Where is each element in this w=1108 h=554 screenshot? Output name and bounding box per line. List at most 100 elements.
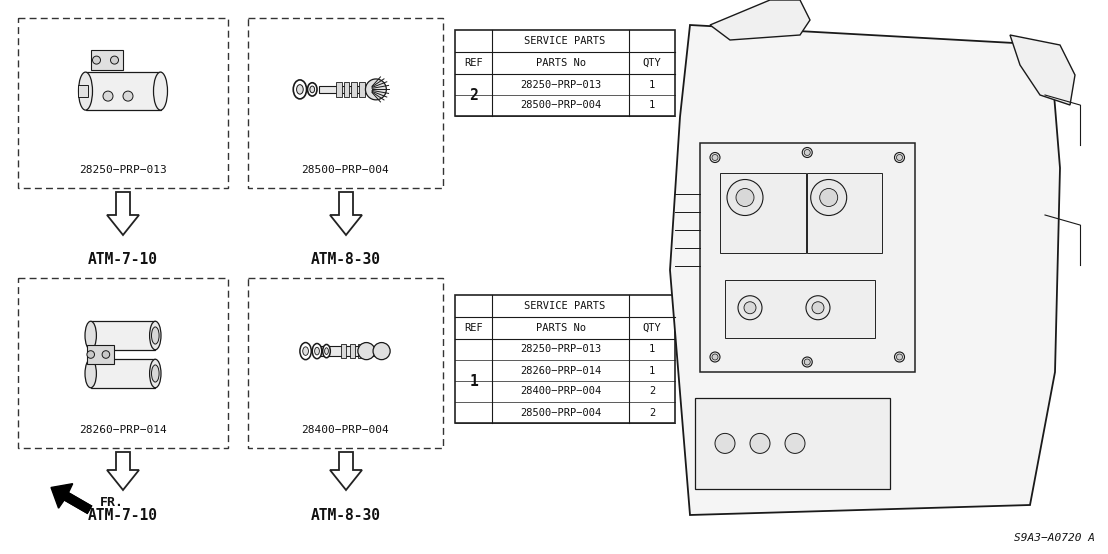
Bar — [695, 398, 890, 489]
Bar — [720, 172, 806, 253]
Text: 28400−PRP−004: 28400−PRP−004 — [520, 387, 602, 397]
Ellipse shape — [150, 321, 161, 350]
Text: ATM-8-30: ATM-8-30 — [311, 508, 381, 523]
Text: 1: 1 — [649, 100, 655, 110]
Bar — [315, 346, 377, 356]
Text: ATM-7-10: ATM-7-10 — [88, 252, 158, 267]
Text: FR.: FR. — [100, 495, 124, 509]
Text: S9A3−A0720 A: S9A3−A0720 A — [1014, 533, 1095, 543]
Circle shape — [784, 433, 806, 453]
Text: 1: 1 — [649, 366, 655, 376]
Bar — [336, 82, 341, 97]
Text: 28500−PRP−004: 28500−PRP−004 — [520, 408, 602, 418]
Circle shape — [894, 152, 904, 162]
Text: 28500−PRP−004: 28500−PRP−004 — [301, 165, 389, 175]
Text: 28250−PRP−013: 28250−PRP−013 — [79, 165, 167, 175]
Circle shape — [86, 351, 94, 358]
Ellipse shape — [154, 72, 167, 110]
Polygon shape — [107, 192, 138, 235]
Bar — [248, 18, 443, 188]
Ellipse shape — [79, 72, 92, 110]
Circle shape — [738, 296, 762, 320]
Bar — [341, 345, 346, 358]
Bar — [351, 82, 357, 97]
Circle shape — [802, 357, 812, 367]
Text: QTY: QTY — [643, 58, 661, 68]
Circle shape — [710, 152, 720, 162]
Circle shape — [806, 296, 830, 320]
Ellipse shape — [294, 80, 307, 99]
Bar — [700, 142, 914, 372]
Circle shape — [727, 179, 763, 216]
Bar — [455, 30, 675, 116]
Text: ATM-7-10: ATM-7-10 — [88, 508, 158, 523]
Bar — [455, 295, 675, 423]
Ellipse shape — [308, 83, 317, 96]
Text: ATM-8-30: ATM-8-30 — [311, 252, 381, 267]
Circle shape — [102, 351, 110, 358]
Ellipse shape — [302, 347, 308, 355]
Text: SERVICE PARTS: SERVICE PARTS — [524, 36, 606, 46]
Bar — [350, 345, 355, 358]
Circle shape — [123, 91, 133, 101]
Circle shape — [812, 302, 824, 314]
Text: 28250−PRP−013: 28250−PRP−013 — [520, 345, 602, 355]
Ellipse shape — [366, 79, 387, 100]
Circle shape — [896, 354, 903, 360]
Polygon shape — [330, 192, 362, 235]
Polygon shape — [330, 452, 362, 490]
Bar — [78, 85, 88, 97]
Text: 1: 1 — [649, 345, 655, 355]
Text: 28260−PRP−014: 28260−PRP−014 — [79, 425, 167, 435]
Bar — [18, 18, 228, 188]
Circle shape — [804, 359, 810, 365]
Polygon shape — [710, 0, 810, 40]
Ellipse shape — [85, 359, 96, 388]
Bar — [358, 345, 362, 358]
Text: REF: REF — [464, 58, 483, 68]
Text: 28400−PRP−004: 28400−PRP−004 — [301, 425, 389, 435]
Circle shape — [750, 433, 770, 453]
Circle shape — [802, 147, 812, 157]
Bar — [85, 72, 161, 110]
Circle shape — [715, 433, 735, 453]
Ellipse shape — [322, 345, 330, 358]
Text: 28500−PRP−004: 28500−PRP−004 — [520, 100, 602, 110]
Bar — [91, 50, 123, 70]
Text: PARTS No: PARTS No — [535, 323, 586, 333]
Text: REF: REF — [464, 323, 483, 333]
Circle shape — [712, 354, 718, 360]
Text: SERVICE PARTS: SERVICE PARTS — [524, 301, 606, 311]
Polygon shape — [670, 25, 1060, 515]
Polygon shape — [107, 452, 138, 490]
Circle shape — [804, 150, 810, 156]
Ellipse shape — [152, 365, 160, 382]
Polygon shape — [51, 484, 73, 508]
Text: 1: 1 — [470, 373, 478, 388]
Circle shape — [712, 155, 718, 161]
Ellipse shape — [325, 348, 328, 355]
Bar — [18, 278, 228, 448]
Text: 28260−PRP−014: 28260−PRP−014 — [520, 366, 602, 376]
Text: 2: 2 — [649, 387, 655, 397]
Circle shape — [811, 179, 847, 216]
Bar — [725, 280, 875, 337]
Bar — [248, 278, 443, 448]
Text: QTY: QTY — [643, 323, 661, 333]
Ellipse shape — [150, 359, 161, 388]
Ellipse shape — [85, 321, 96, 350]
Circle shape — [896, 155, 903, 161]
Circle shape — [710, 352, 720, 362]
Circle shape — [92, 56, 101, 64]
Ellipse shape — [358, 342, 375, 360]
Polygon shape — [1010, 35, 1075, 105]
Bar — [86, 345, 113, 364]
Bar — [91, 359, 155, 388]
Circle shape — [736, 188, 755, 207]
Bar — [319, 86, 376, 93]
Bar — [91, 321, 155, 350]
Circle shape — [743, 302, 756, 314]
Bar — [343, 82, 349, 97]
Text: 28250−PRP−013: 28250−PRP−013 — [520, 80, 602, 90]
Ellipse shape — [300, 342, 311, 360]
